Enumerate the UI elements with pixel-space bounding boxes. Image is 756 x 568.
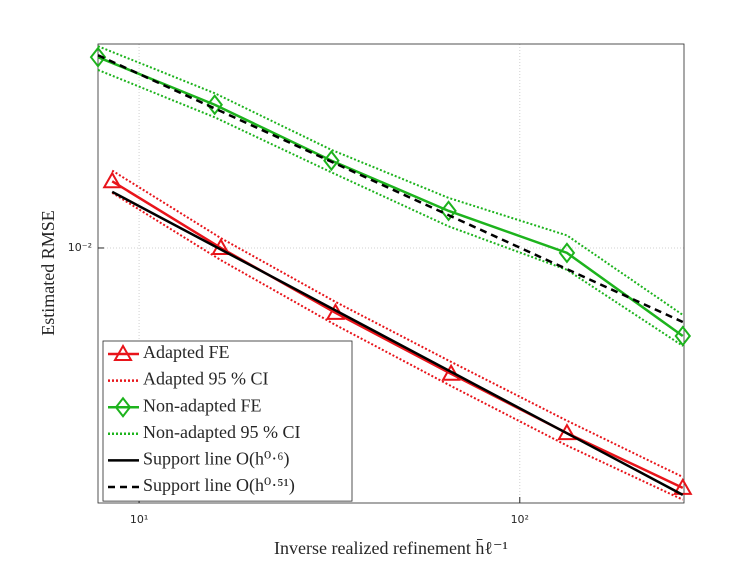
series-line (111, 190, 684, 496)
series-line (97, 69, 684, 347)
diamond-marker (89, 46, 107, 68)
diamond-marker (114, 396, 132, 418)
series-line (97, 45, 684, 316)
series-line (97, 56, 684, 337)
series-line (111, 191, 684, 501)
legend-label: Support line O(h⁰·⁶) (143, 449, 289, 470)
legend-label: Adapted 95 % CI (143, 369, 268, 389)
legend-label: Adapted FE (143, 342, 229, 362)
x-tick-label: 10¹ (130, 513, 148, 526)
legend-box (102, 340, 353, 502)
y-axis-label: Estimated RMSE (38, 210, 58, 336)
diamond-marker (323, 150, 340, 172)
y-tick-label: 10⁻² (68, 241, 92, 254)
legend-label: Support line O(h⁰·⁵¹) (143, 475, 295, 496)
plot-frame (97, 43, 685, 504)
diamond-marker (440, 200, 457, 222)
legend-label: Non-adapted FE (143, 395, 261, 415)
diamond-marker (558, 242, 576, 264)
series-line (111, 169, 684, 478)
legend-label: Non-adapted 95 % CI (143, 422, 300, 442)
x-tick-label: 10² (511, 513, 529, 526)
triangle-marker (102, 171, 122, 189)
diamond-marker (206, 94, 223, 116)
x-axis-label: Inverse realized refinement h̄ℓ⁻¹ (274, 538, 508, 558)
triangle-marker (113, 343, 133, 361)
